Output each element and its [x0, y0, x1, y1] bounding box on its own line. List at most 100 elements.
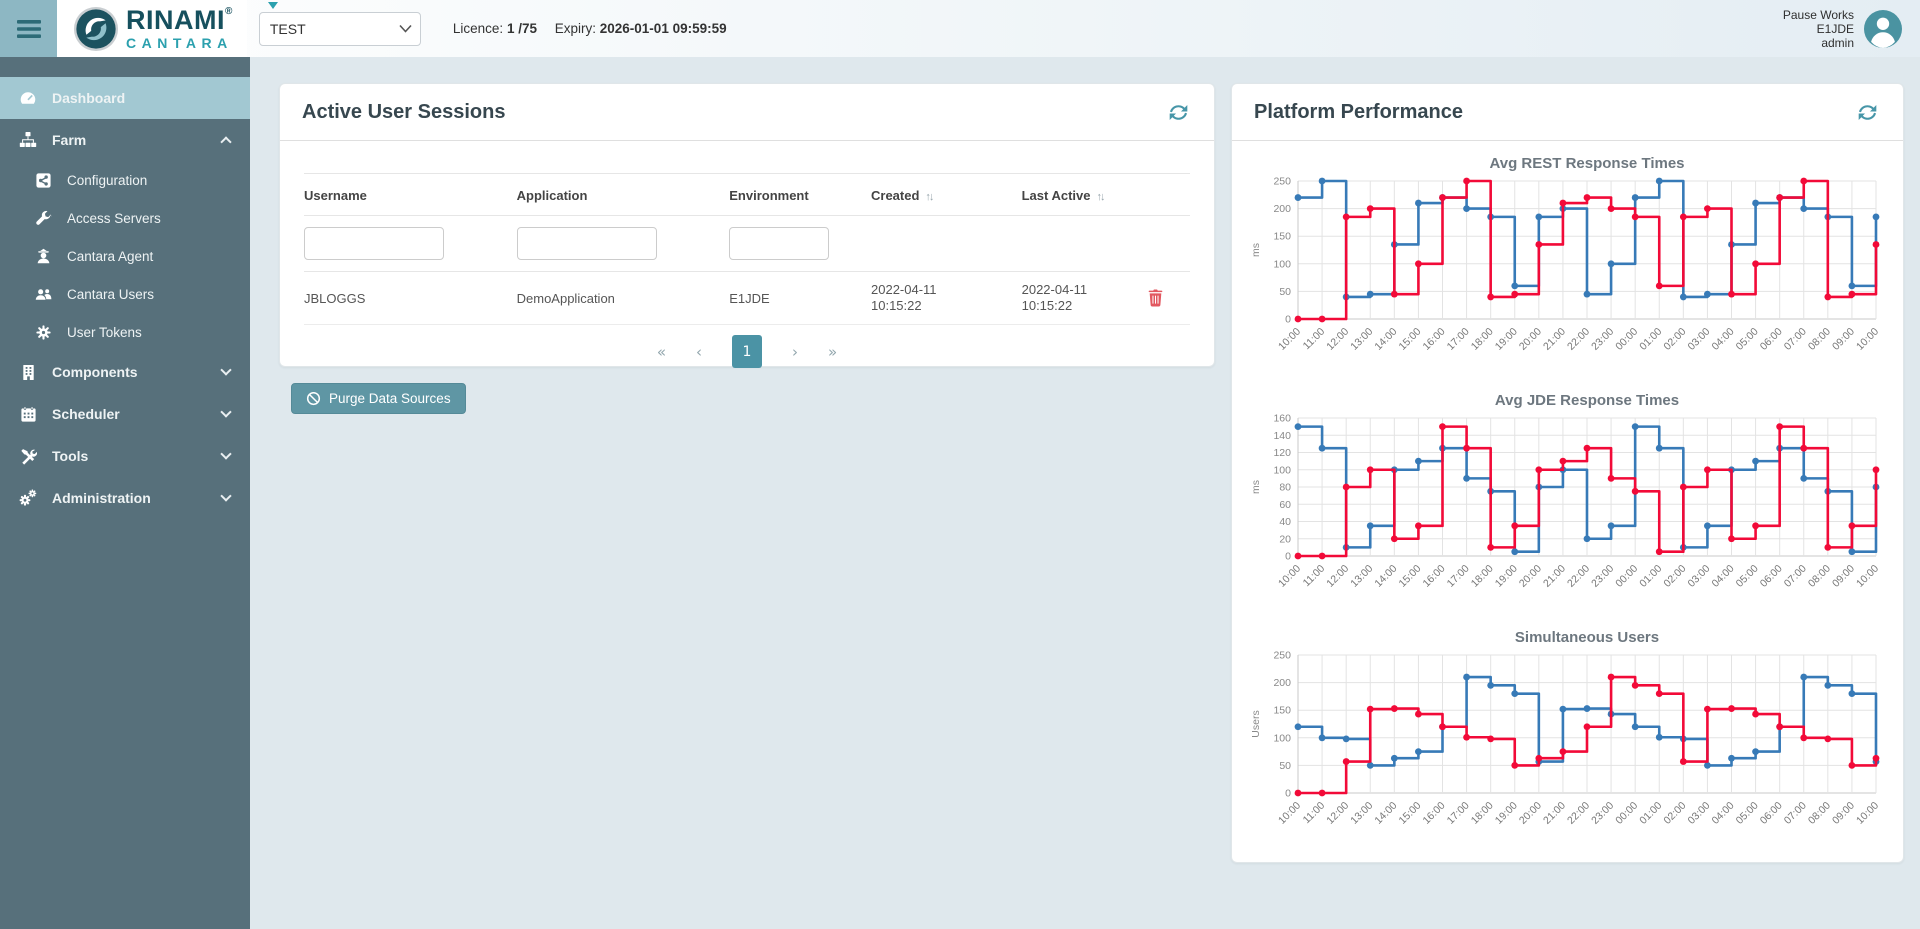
sidebar-item-user-tokens[interactable]: User Tokens	[0, 313, 250, 351]
user-info-works: Pause Works	[1782, 7, 1854, 22]
sessions-refresh-button[interactable]	[1165, 99, 1192, 126]
chevron-down-icon	[220, 364, 232, 376]
svg-text:06:00: 06:00	[1758, 800, 1785, 827]
menu-toggle-button[interactable]	[0, 0, 57, 57]
sidebar-item-scheduler[interactable]: Scheduler	[0, 393, 250, 435]
svg-text:01:00: 01:00	[1637, 326, 1664, 353]
sidebar-item-farm[interactable]: Farm	[0, 119, 250, 161]
svg-text:14:00: 14:00	[1372, 563, 1399, 590]
cogs-icon	[18, 489, 38, 507]
brand-logo: RINAMI® CANTARA	[57, 0, 278, 57]
svg-text:140: 140	[1273, 430, 1291, 442]
svg-text:100: 100	[1273, 258, 1291, 270]
chevron-down-icon	[220, 448, 232, 460]
filter-row	[304, 215, 1190, 272]
chevron-down-icon	[220, 490, 232, 502]
sessions-card-header: Active User Sessions	[280, 84, 1214, 141]
svg-text:03:00: 03:00	[1685, 563, 1712, 590]
expiry-value: 2026-01-01 09:59:59	[599, 21, 727, 36]
trash-icon	[1148, 288, 1162, 306]
sidebar-item-label: Administration	[52, 490, 151, 506]
svg-text:04:00: 04:00	[1710, 563, 1737, 590]
pagination-next-button[interactable]: ›	[792, 342, 798, 361]
sidebar-item-administration[interactable]: Administration	[0, 477, 250, 519]
svg-text:16:00: 16:00	[1421, 800, 1448, 827]
svg-text:08:00: 08:00	[1806, 326, 1833, 353]
sidebar-item-dashboard[interactable]: Dashboard	[0, 77, 250, 119]
svg-text:200: 200	[1273, 203, 1291, 215]
topbar: RINAMI® CANTARA TEST Licence: 1 /75 Expi…	[0, 0, 1920, 57]
svg-text:16:00: 16:00	[1421, 326, 1448, 353]
platform-performance-card: Platform Performance Avg REST Response T…	[1231, 83, 1904, 863]
svg-text:21:00: 21:00	[1541, 563, 1568, 590]
pagination: « ‹ 1 › »	[304, 325, 1190, 368]
user-avatar-icon[interactable]	[1864, 9, 1902, 48]
pagination-prev-button[interactable]: ‹	[696, 342, 702, 361]
svg-text:09:00: 09:00	[1830, 326, 1857, 353]
svg-text:13:00: 13:00	[1348, 563, 1375, 590]
svg-text:21:00: 21:00	[1541, 800, 1568, 827]
column-header-actions	[1145, 173, 1190, 216]
svg-text:06:00: 06:00	[1758, 326, 1785, 353]
delete-session-button[interactable]	[1146, 287, 1165, 309]
sort-icon[interactable]: ↑↓	[1096, 191, 1106, 203]
svg-text:10:00: 10:00	[1276, 326, 1303, 353]
column-header-application[interactable]: Application	[516, 173, 730, 216]
svg-text:11:00: 11:00	[1301, 563, 1328, 590]
svg-text:02:00: 02:00	[1661, 800, 1688, 827]
user-box: Pause Works E1JDE admin	[1783, 8, 1920, 50]
svg-text:50: 50	[1279, 286, 1291, 298]
svg-text:19:00: 19:00	[1493, 563, 1520, 590]
calendar-icon	[18, 405, 38, 423]
svg-text:150: 150	[1273, 705, 1291, 717]
sidebar-item-tools[interactable]: Tools	[0, 435, 250, 477]
sidebar-item-components[interactable]: Components	[0, 351, 250, 393]
svg-text:150: 150	[1273, 231, 1291, 243]
svg-text:15:00: 15:00	[1396, 563, 1423, 590]
svg-text:00:00: 00:00	[1613, 800, 1640, 827]
brand-emblem-icon	[73, 6, 119, 51]
sidebar-item-access-servers[interactable]: Access Servers	[0, 199, 250, 237]
column-header-created[interactable]: Created ↑↓	[871, 173, 1022, 216]
username-filter-input[interactable]	[304, 227, 444, 260]
environment-select[interactable]: TEST	[258, 11, 421, 46]
sidebar-item-configuration[interactable]: Configuration	[0, 161, 250, 199]
ban-icon	[306, 391, 321, 406]
environment-filter-input[interactable]	[729, 227, 830, 260]
wrench-icon	[33, 210, 53, 227]
column-header-last-active[interactable]: Last Active ↑↓	[1021, 173, 1146, 216]
sidebar-item-cantara-agent[interactable]: Cantara Agent	[0, 237, 250, 275]
svg-text:03:00: 03:00	[1685, 326, 1712, 353]
brand-subtitle: CANTARA	[126, 35, 233, 51]
sort-icon[interactable]: ↑↓	[925, 191, 934, 203]
gauge-icon	[18, 89, 38, 107]
svg-text:10:00: 10:00	[1854, 800, 1881, 827]
session-created: 2022-04-11 10:15:22	[871, 282, 937, 313]
performance-card-title: Platform Performance	[1254, 100, 1463, 123]
sidebar-item-label: Tools	[52, 448, 89, 464]
user-info-environment: E1JDE	[1816, 21, 1854, 36]
svg-text:Avg JDE Response Times: Avg JDE Response Times	[1495, 392, 1679, 409]
expiry-label: Expiry:	[554, 21, 596, 36]
svg-text:16:00: 16:00	[1421, 563, 1448, 590]
active-user-sessions-card: Active User Sessions Username Applicatio…	[279, 83, 1215, 368]
svg-text:60: 60	[1279, 499, 1291, 511]
application-filter-input[interactable]	[516, 227, 657, 260]
purge-data-sources-button[interactable]: Purge Data Sources	[291, 383, 466, 414]
svg-text:0: 0	[1285, 314, 1291, 326]
svg-text:ms: ms	[1250, 243, 1262, 257]
performance-refresh-button[interactable]	[1854, 99, 1881, 126]
svg-text:14:00: 14:00	[1372, 800, 1399, 827]
refresh-icon	[1169, 104, 1188, 120]
user-info: Pause Works E1JDE admin	[1783, 8, 1854, 50]
pagination-page-1-button[interactable]: 1	[732, 335, 762, 368]
pagination-first-button[interactable]: «	[656, 342, 666, 361]
column-header-username[interactable]: Username	[304, 173, 517, 216]
svg-text:20:00: 20:00	[1517, 800, 1544, 827]
svg-text:02:00: 02:00	[1661, 326, 1688, 353]
sessions-card-title: Active User Sessions	[302, 100, 506, 123]
pagination-last-button[interactable]: »	[828, 342, 838, 361]
column-header-environment[interactable]: Environment	[729, 173, 871, 216]
sidebar-item-cantara-users[interactable]: Cantara Users	[0, 275, 250, 313]
sidebar: Dashboard Farm	[0, 57, 250, 929]
